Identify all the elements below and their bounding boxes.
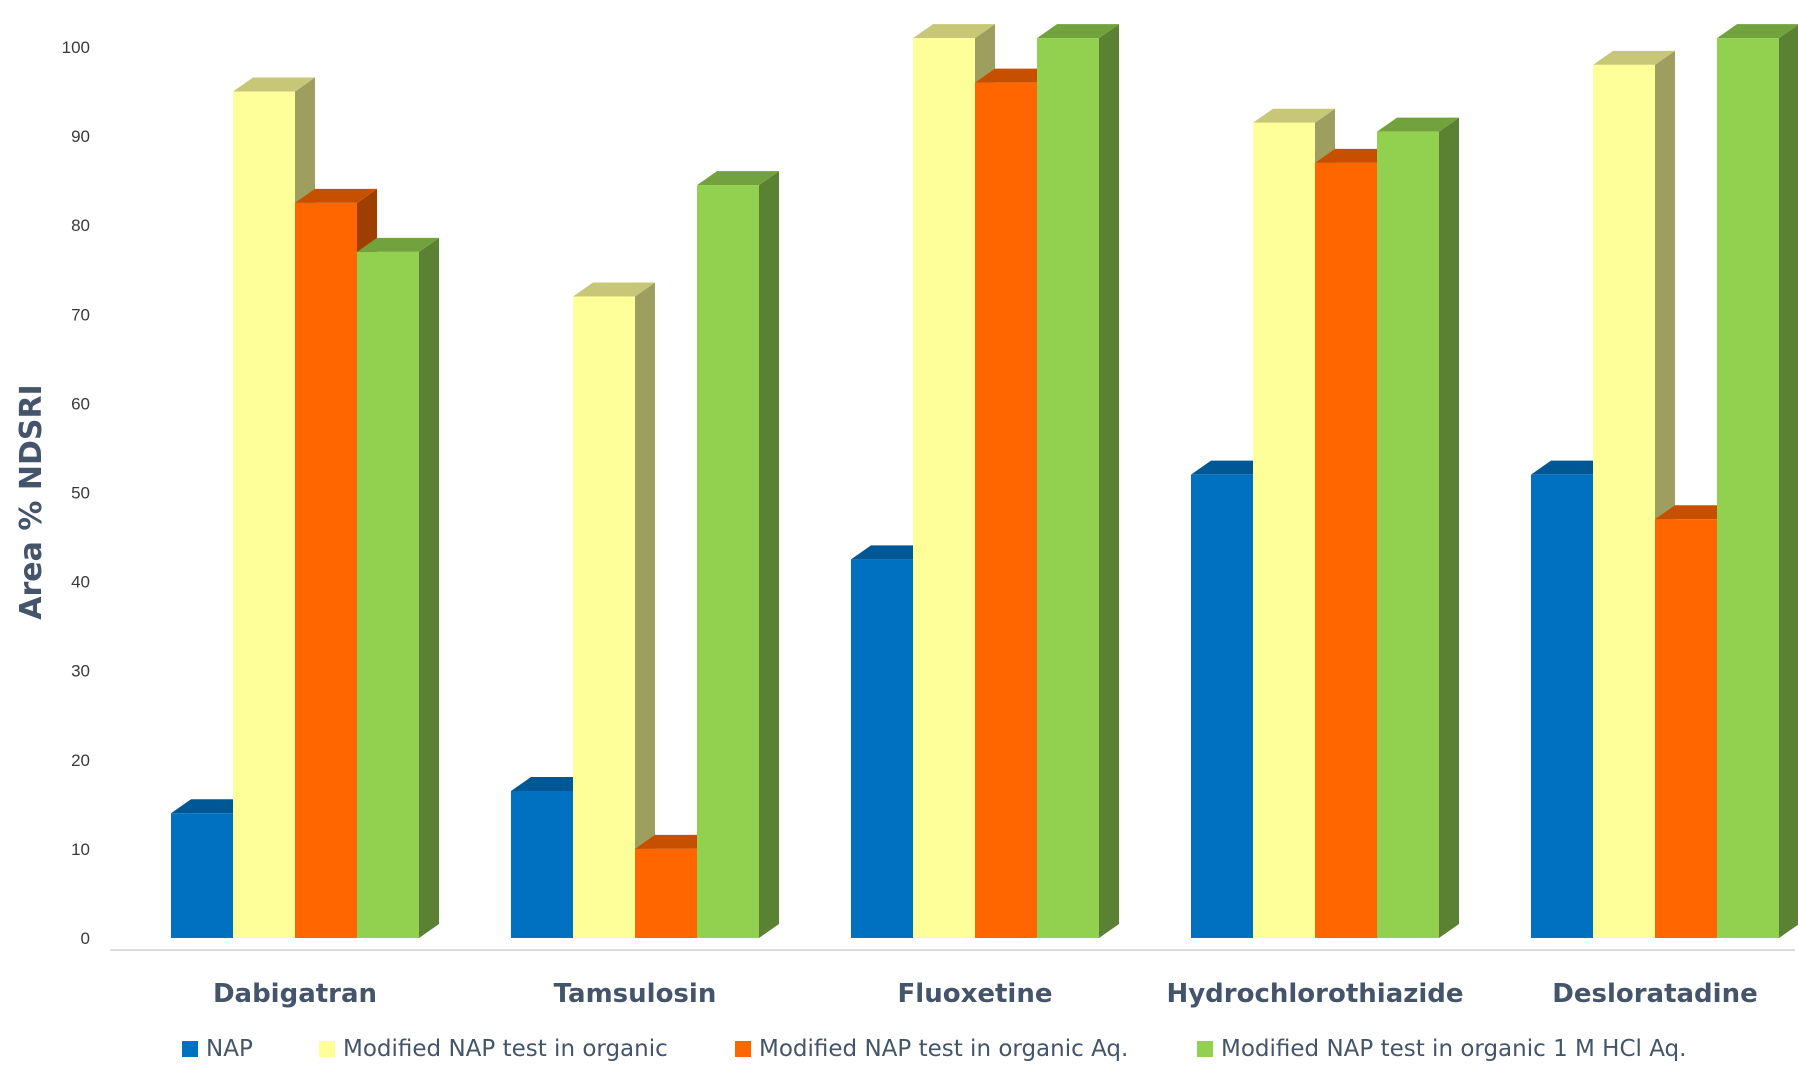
bar [697,171,779,939]
bar-top [1253,108,1335,123]
legend: NAP Modified NAP test in organic Modified … [182,1036,1686,1062]
bar-top [697,171,779,186]
legend-swatch [182,1041,198,1057]
bar-front [1315,162,1377,938]
y-tick-label: 60 [71,394,90,413]
y-tick-label: 30 [71,662,90,681]
bar-front [913,38,975,938]
bar-top [1315,148,1397,163]
y-tick-label: 20 [71,751,90,770]
y-axis-title: Area % NDSRI [14,384,49,619]
bar-front [1377,131,1439,938]
y-tick-label: 10 [71,840,90,859]
bar-top [233,77,315,92]
legend-label: Modified NAP test in organic 1 M HCl Aq. [1221,1036,1686,1062]
bar-front [1253,122,1315,939]
legend-item: Modified NAP test in organic Aq. [735,1036,1128,1062]
y-tick-label: 70 [71,305,90,324]
y-tick-label: 50 [71,484,90,503]
bar [1717,24,1798,938]
bar-top [1593,50,1675,65]
legend-swatch [319,1041,335,1057]
bar-top [975,68,1057,83]
legend-swatch [1197,1041,1213,1057]
y-tick-label: 90 [71,127,90,146]
bar-side [1779,24,1798,938]
bar [573,282,655,939]
x-tick-label: Dabigatran [213,979,377,1009]
legend-swatch [735,1041,751,1057]
x-tick-label: Tamsulosin [554,979,717,1009]
x-tick-label: Desloratadine [1552,979,1757,1009]
bar-top [913,24,995,39]
bar-side [419,237,439,938]
y-tick-label: 40 [71,573,90,592]
labels-layer: Dabigatran Tamsulosin Fluoxetine Hydrochlor… [213,979,1758,1009]
bar-front [1531,474,1593,938]
legend-label: NAP [206,1036,253,1062]
bar-front [1191,474,1253,938]
bar [1377,117,1459,938]
bar-front [357,251,419,938]
bar-top [295,188,377,203]
bar-front [295,202,357,939]
bar-top [511,776,593,791]
bar-side [759,171,779,939]
bar-top [1037,24,1119,39]
y-tick-label: 0 [81,929,90,948]
bar-top [1377,117,1459,132]
bar-top [851,545,933,560]
y-tick-label: 100 [62,38,90,57]
bar-front [171,813,233,938]
bar-front [975,82,1037,938]
bar-front [1037,38,1099,938]
bar-front [511,790,573,938]
bar-front [1593,64,1655,938]
axis-layer: 0 10 20 30 40 50 60 70 80 90 100 Area % NDSRI [14,38,1795,951]
bar-front [851,559,913,938]
legend-item: Modified NAP test in organic [319,1036,668,1062]
bar-front [1655,519,1717,938]
bar-top [573,282,655,297]
bar-top [1655,505,1737,520]
bar-front [1717,38,1779,938]
bar [357,237,439,938]
bar-top [1531,460,1613,475]
legend-label: Modified NAP test in organic Aq. [759,1036,1128,1062]
bar-top [171,799,253,814]
bar-front [635,848,697,938]
bars-layer [171,24,1798,939]
bar-front [233,91,295,939]
bar-top [357,237,439,252]
bar-front [697,185,759,939]
legend-item: NAP [182,1036,253,1062]
bar-top [1191,460,1273,475]
x-tick-label: Fluoxetine [898,979,1053,1009]
bar-side [1439,117,1459,938]
bar-side [1099,24,1119,938]
bar-top [1717,24,1798,39]
bar-front [573,296,635,939]
y-tick-label: 80 [71,216,90,235]
bar-top [635,834,717,849]
legend-label: Modified NAP test in organic [343,1036,668,1062]
legend-item: Modified NAP test in organic 1 M HCl Aq. [1197,1036,1686,1062]
x-tick-label: Hydrochlorothiazide [1166,979,1463,1009]
bar [1037,24,1119,938]
bar-side [635,282,655,939]
